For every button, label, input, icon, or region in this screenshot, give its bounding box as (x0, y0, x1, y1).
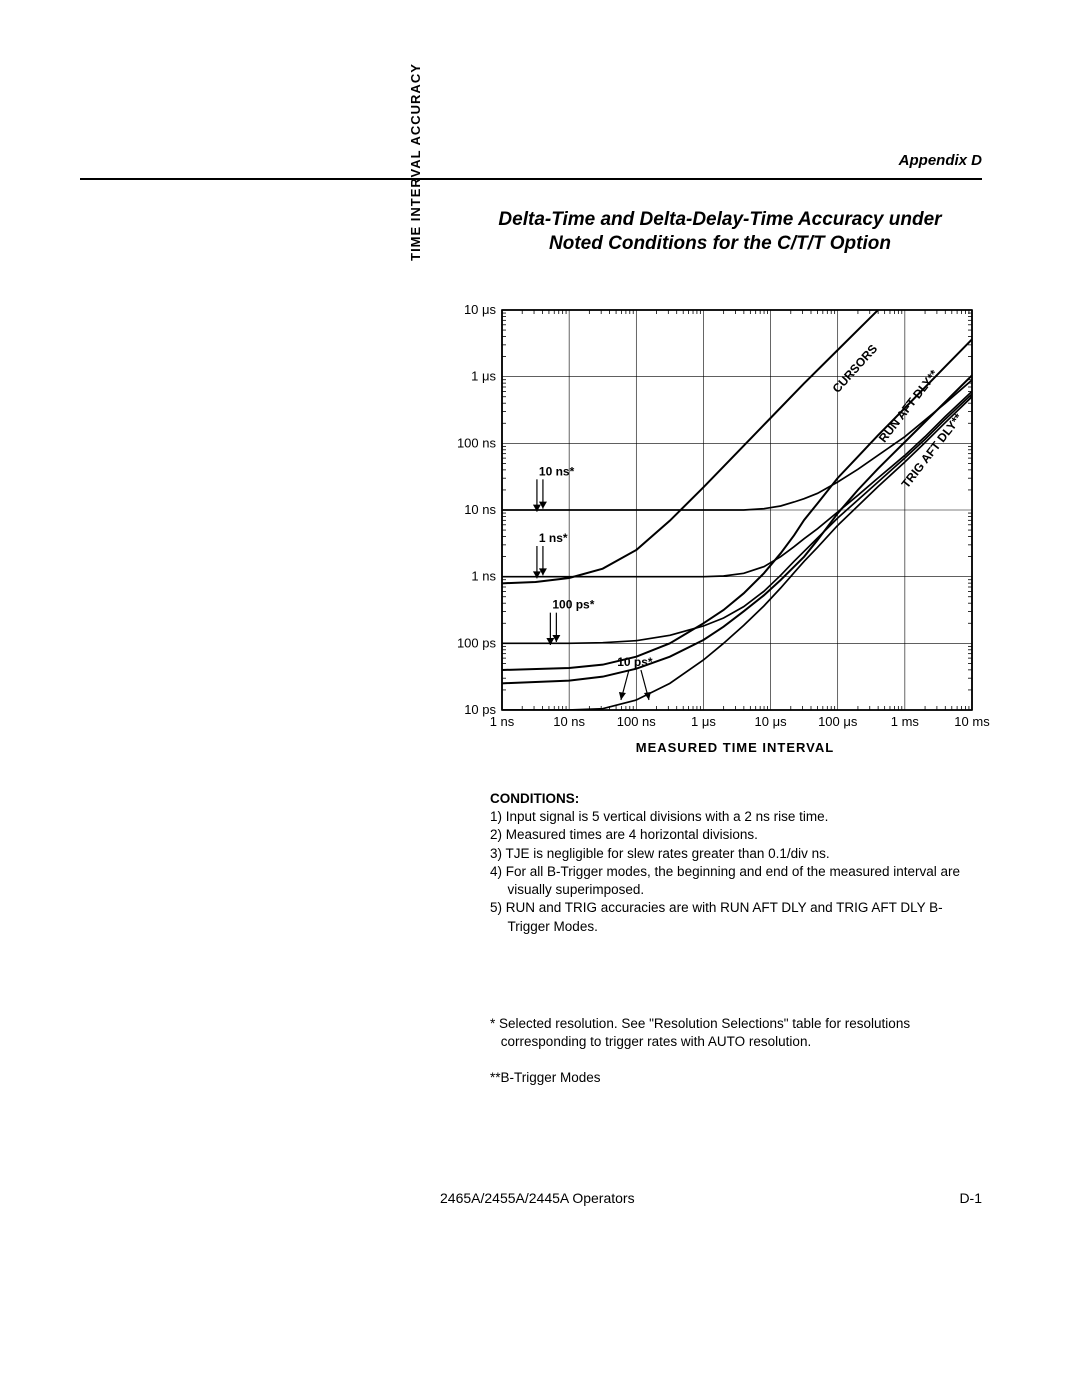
svg-text:10 μs: 10 μs (464, 302, 497, 317)
conditions-item: 1) Input signal is 5 vertical divisions … (490, 808, 970, 826)
footnote-2: **B-Trigger Modes (490, 1070, 970, 1085)
conditions-item: 5) RUN and TRIG accuracies are with RUN … (490, 899, 970, 935)
conditions-item: 3) TJE is negligible for slew rates grea… (490, 845, 970, 863)
svg-text:100 ps: 100 ps (457, 635, 497, 650)
svg-text:1 μs: 1 μs (691, 714, 716, 729)
svg-text:10 ms: 10 ms (954, 714, 990, 729)
svg-text:10 ps: 10 ps (464, 702, 496, 717)
svg-text:1 ns*: 1 ns* (539, 531, 568, 545)
svg-text:10 μs: 10 μs (755, 714, 788, 729)
footnote-1: * Selected resolution. See "Resolution S… (490, 1015, 981, 1051)
chart-svg: 1 ns 10 ns 100 ns 1 μs 10 μs 100 μs 1 ms 10 ms 1… (440, 300, 1020, 740)
conditions-item: 2) Measured times are 4 horizontal divis… (490, 826, 970, 844)
svg-text:10 ns: 10 ns (464, 502, 496, 517)
footer-left: 2465A/2455A/2445A Operators (440, 1190, 635, 1206)
page-title: Delta-Time and Delta-Delay-Time Accuracy… (490, 208, 950, 256)
svg-text:100 ns: 100 ns (617, 714, 657, 729)
page: Appendix D Delta-Time and Delta-Delay-Ti… (0, 0, 1080, 1397)
footer-right: D-1 (959, 1190, 982, 1206)
y-axis-label: TIME INTERVAL ACCURACY (408, 2, 423, 322)
x-axis-label: MEASURED TIME INTERVAL (500, 740, 970, 755)
svg-text:1 μs: 1 μs (471, 369, 496, 384)
svg-text:1 ms: 1 ms (891, 714, 920, 729)
chart: 1 ns 10 ns 100 ns 1 μs 10 μs 100 μs 1 ms 10 ms 1… (440, 300, 1020, 770)
svg-text:10 ps*: 10 ps* (617, 655, 653, 669)
header-rule (80, 178, 982, 180)
svg-text:100 μs: 100 μs (818, 714, 858, 729)
appendix-label: Appendix D (899, 152, 982, 169)
svg-text:1 ns: 1 ns (471, 569, 496, 584)
svg-text:100 ns: 100 ns (457, 435, 497, 450)
svg-text:10 ns: 10 ns (553, 714, 585, 729)
conditions-block: CONDITIONS: 1) Input signal is 5 vertica… (490, 790, 970, 936)
conditions-item: 4) For all B-Trigger modes, the beginnin… (490, 863, 970, 899)
svg-text:10 ns*: 10 ns* (539, 464, 575, 478)
conditions-heading: CONDITIONS: (490, 790, 970, 808)
svg-text:100 ps*: 100 ps* (552, 598, 594, 612)
